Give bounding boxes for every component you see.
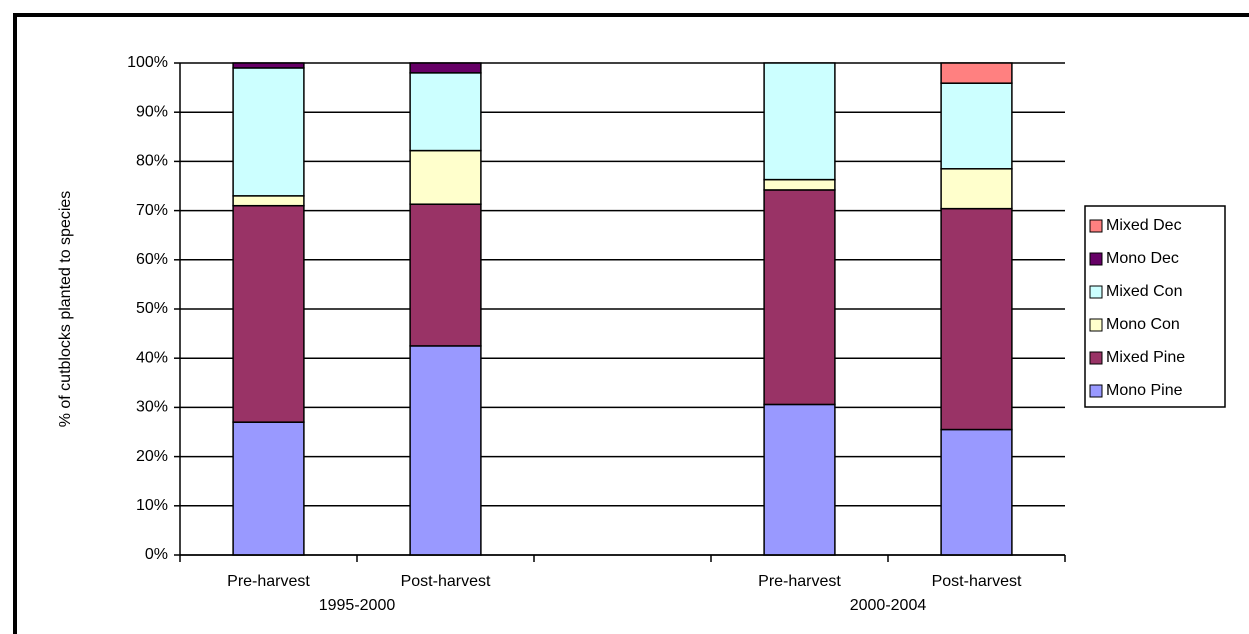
legend-swatch	[1089, 318, 1103, 332]
group-label: 2000-2004	[850, 597, 927, 614]
legend-box	[1084, 205, 1226, 408]
group-label: 1995-2000	[319, 597, 396, 614]
y-axis-label: % of cutblocks planted to species	[57, 191, 74, 428]
bar-segment	[763, 189, 836, 406]
bar-segment	[409, 149, 482, 205]
bar-segment	[232, 67, 305, 197]
bar-segment	[763, 178, 836, 191]
y-tick-label: 30%	[136, 399, 168, 416]
legend-swatch	[1089, 384, 1103, 398]
y-tick-label: 50%	[136, 300, 168, 317]
y-tick-label: 20%	[136, 448, 168, 465]
bar-segment	[232, 62, 305, 69]
legend-label: Mixed Dec	[1106, 217, 1182, 234]
frame	[13, 13, 1249, 634]
bar-segment	[940, 428, 1013, 556]
legend-label: Mixed Con	[1106, 283, 1182, 300]
bar-segment	[763, 62, 836, 181]
legend-swatch	[1089, 252, 1103, 266]
bar-segment	[940, 207, 1013, 431]
y-tick-label: 0%	[145, 546, 168, 563]
bar-segment	[409, 345, 482, 556]
x-tick-label: Pre-harvest	[227, 573, 310, 590]
bar-segment	[940, 168, 1013, 210]
y-tick-label: 10%	[136, 497, 168, 514]
x-tick-label: Pre-harvest	[758, 573, 841, 590]
x-tick-label: Post-harvest	[932, 573, 1022, 590]
legend-label: Mono Pine	[1106, 382, 1183, 399]
legend-swatch	[1089, 351, 1103, 365]
bar-segment	[763, 403, 836, 556]
bar-segment	[232, 421, 305, 556]
legend-label: Mixed Pine	[1106, 349, 1185, 366]
y-tick-label: 80%	[136, 153, 168, 170]
y-tick-label: 90%	[136, 103, 168, 120]
y-tick-label: 70%	[136, 202, 168, 219]
bar-segment	[409, 72, 482, 152]
y-tick-label: 100%	[127, 54, 168, 71]
x-tick-label: Post-harvest	[401, 573, 491, 590]
bar-segment	[409, 203, 482, 347]
legend-label: Mono Dec	[1106, 250, 1179, 267]
legend-swatch	[1089, 219, 1103, 233]
bar-segment	[232, 195, 305, 207]
legend-swatch	[1089, 285, 1103, 299]
bar-segment	[409, 62, 482, 74]
bar-segment	[232, 204, 305, 423]
legend-label: Mono Con	[1106, 316, 1180, 333]
y-tick-label: 40%	[136, 349, 168, 366]
bar-segment	[940, 82, 1013, 170]
y-tick-label: 60%	[136, 251, 168, 268]
bar-segment	[940, 62, 1013, 84]
